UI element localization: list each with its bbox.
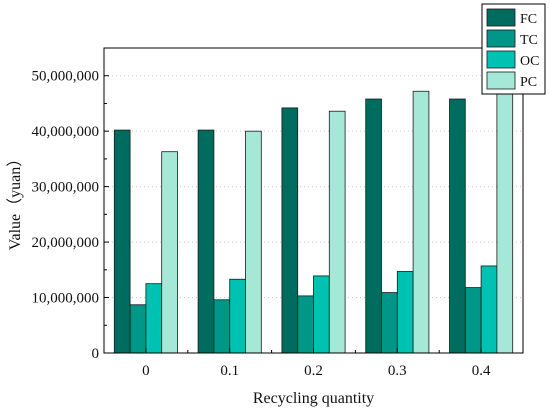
bar-tc (297, 295, 314, 354)
x-tick-label: 0 (142, 363, 150, 379)
x-axis-title: Recycling quantity (253, 390, 374, 407)
y-tick-label: 30,000,000 (32, 180, 100, 196)
legend-label-pc: PC (520, 75, 537, 90)
bar-pc (161, 151, 178, 354)
bar-oc (396, 271, 414, 354)
legend-swatch-fc (486, 8, 516, 27)
bar-oc (313, 275, 330, 354)
y-tick-label: 50,000,000 (32, 69, 100, 85)
bar-oc (480, 265, 498, 354)
y-tick-label: 0 (92, 346, 100, 362)
bar-fc (113, 129, 131, 354)
bar-oc (229, 278, 246, 354)
bar-fc (281, 107, 299, 354)
legend: FC TC OC PC (481, 3, 546, 95)
bar-pc (328, 110, 346, 354)
bar-pc (412, 90, 430, 354)
bar-pc (245, 130, 262, 354)
legend-label-oc: OC (520, 54, 539, 69)
bar-tc (213, 299, 231, 354)
bar-pc (496, 70, 514, 354)
x-tick-label: 0.3 (388, 363, 407, 379)
legend-label-tc: TC (520, 33, 538, 48)
legend-label-fc: FC (520, 12, 537, 27)
legend-swatch-pc (486, 71, 516, 90)
bar-tc (129, 304, 147, 354)
bar-fc (365, 98, 382, 354)
x-tick-label: 0.2 (304, 363, 323, 379)
legend-swatch-tc (486, 29, 516, 48)
y-tick-label: 10,000,000 (32, 291, 100, 307)
legend-swatch-oc (486, 50, 516, 69)
bars (113, 70, 514, 354)
bar-tc (381, 292, 398, 354)
y-axis-ticks: 0 10,000,000 20,000,000 30,000,000 40,000,00… (32, 69, 109, 362)
x-axis-ticks: 0 0.1 0.2 0.3 0.4 (142, 348, 491, 379)
y-axis-title: Value（yuan） (6, 151, 24, 251)
bar-tc (464, 287, 482, 354)
bar-fc (449, 98, 466, 354)
x-tick-label: 0.1 (220, 363, 239, 379)
bar-fc (197, 129, 215, 354)
y-tick-label: 40,000,000 (32, 124, 100, 140)
x-tick-label: 0.4 (472, 363, 491, 379)
y-tick-label: 20,000,000 (32, 235, 100, 251)
bar-oc (145, 283, 163, 354)
